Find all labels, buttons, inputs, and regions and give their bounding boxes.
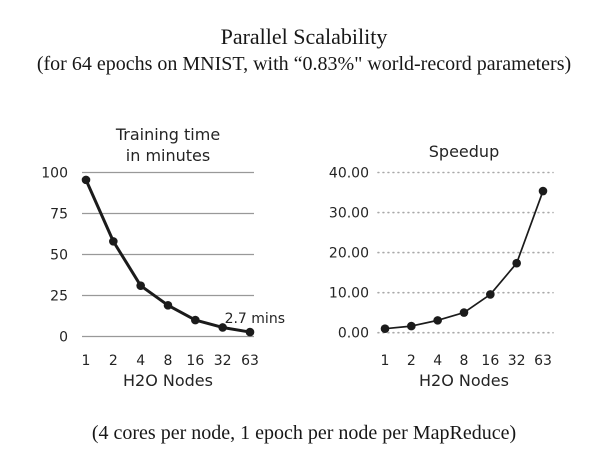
y-tick-label: 25 — [50, 289, 68, 305]
speedup-chart: 40.00 30.00 20.00 10.00 0.00 1 2 4 8 16 32 63 H2O No… — [329, 142, 554, 390]
chart-title: Speedup — [429, 142, 499, 161]
x-tick-label: 2 — [109, 353, 118, 369]
x-tick-label: 2 — [407, 353, 416, 369]
y-tick-label: 100 — [41, 166, 68, 182]
data-point — [191, 315, 200, 325]
data-point — [81, 175, 91, 185]
header: Parallel Scalability (for 64 epochs on M… — [0, 24, 608, 78]
data-point — [486, 290, 495, 299]
x-tick-label: 32 — [214, 353, 232, 369]
y-tick-label: 50 — [50, 248, 68, 264]
x-axis-label: H2O Nodes — [123, 371, 213, 390]
data-point — [218, 323, 227, 332]
y-tick-label: 75 — [50, 207, 68, 223]
data-point — [163, 301, 173, 310]
page-title: Parallel Scalability — [220, 24, 388, 49]
y-tick-label: 0 — [59, 330, 68, 346]
x-tick-label: 4 — [433, 353, 442, 369]
x-tick-label: 8 — [460, 353, 469, 369]
x-tick-label: 16 — [481, 353, 499, 369]
data-point — [109, 237, 118, 246]
x-tick-label: 63 — [241, 353, 259, 369]
data-point — [136, 281, 145, 290]
x-axis-label: H2O Nodes — [419, 371, 509, 390]
x-tick-label: 8 — [164, 353, 173, 369]
data-point — [459, 308, 469, 317]
data-point — [407, 321, 416, 331]
footer-caption: (4 cores per node, 1 epoch per node per … — [91, 422, 517, 444]
data-point — [245, 327, 255, 337]
chart-title: in minutes — [126, 146, 210, 165]
data-point — [538, 186, 548, 196]
annotation-label: 2.7 mins — [225, 311, 285, 327]
x-tick-label: 4 — [136, 353, 145, 369]
x-tick-label: 1 — [381, 353, 390, 369]
y-tick-label: 0.00 — [338, 326, 369, 342]
x-tick-label: 1 — [82, 353, 91, 369]
page-subtitle: (for 64 epochs on MNIST, with “0.83%" wo… — [36, 53, 572, 75]
y-tick-label: 30.00 — [329, 206, 369, 222]
training-time-chart: 100 75 50 25 01 2 4 8 16 32 63 H2O Nodes Training ti… — [41, 125, 285, 390]
data-point — [512, 258, 521, 268]
x-tick-label: 63 — [534, 353, 552, 369]
x-tick-label: 32 — [508, 353, 526, 369]
data-point — [380, 324, 390, 333]
data-point — [433, 316, 442, 325]
x-tick-label: 16 — [186, 353, 204, 369]
y-tick-label: 20.00 — [329, 246, 369, 262]
y-tick-label: 40.00 — [329, 166, 369, 182]
chart-title: Training time — [115, 125, 220, 144]
y-tick-label: 10.00 — [329, 286, 369, 302]
